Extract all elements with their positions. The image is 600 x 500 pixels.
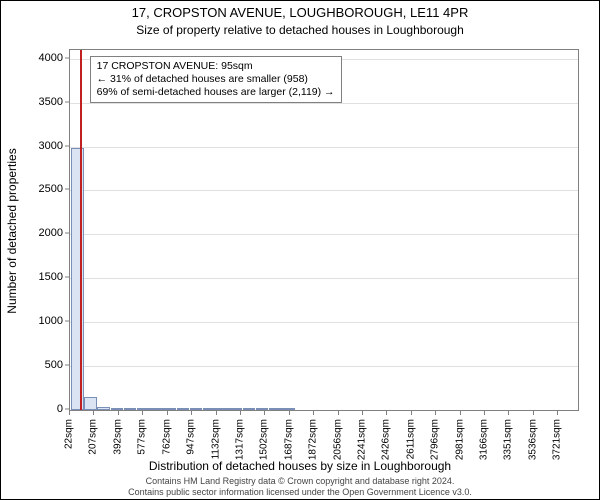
footer-attribution: Contains HM Land Registry data © Crown c… xyxy=(1,476,599,497)
property-marker-line xyxy=(80,50,82,410)
histogram-bar xyxy=(229,408,242,410)
y-tick-label: 500 xyxy=(23,359,63,371)
x-tick-label: 762sqm xyxy=(161,419,172,455)
x-tick-mark xyxy=(533,411,534,415)
gridline xyxy=(70,234,578,235)
x-tick-mark xyxy=(338,411,339,415)
x-tick-label: 1687sqm xyxy=(283,419,294,460)
histogram-bar xyxy=(203,408,216,410)
x-tick-mark xyxy=(435,411,436,415)
y-tick-mark xyxy=(65,101,69,102)
x-tick-label: 3536sqm xyxy=(527,419,538,460)
x-tick-label: 2611sqm xyxy=(405,419,416,459)
annotation-line1: 17 CROPSTON AVENUE: 95sqm xyxy=(97,60,335,73)
histogram-bar xyxy=(282,408,295,410)
y-tick-mark xyxy=(65,145,69,146)
chart-title-line1: 17, CROPSTON AVENUE, LOUGHBOROUGH, LE11 … xyxy=(1,5,599,20)
y-tick-mark xyxy=(65,233,69,234)
x-tick-label: 2426sqm xyxy=(381,419,392,460)
x-tick-mark xyxy=(118,411,119,415)
footer-line2: Contains public sector information licen… xyxy=(1,487,599,497)
y-tick-mark xyxy=(65,57,69,58)
x-tick-mark xyxy=(508,411,509,415)
histogram-bar xyxy=(71,148,84,410)
histogram-bar xyxy=(190,408,203,410)
x-tick-mark xyxy=(93,411,94,415)
annotation-line2: ← 31% of detached houses are smaller (95… xyxy=(97,73,335,86)
x-tick-label: 947sqm xyxy=(186,419,197,455)
histogram-bar xyxy=(216,408,229,410)
x-tick-mark xyxy=(240,411,241,415)
histogram-bar xyxy=(97,407,110,410)
histogram-bar xyxy=(269,408,282,410)
x-tick-mark xyxy=(386,411,387,415)
y-tick-label: 0 xyxy=(23,403,63,415)
x-tick-mark xyxy=(313,411,314,415)
y-tick-mark xyxy=(65,365,69,366)
x-tick-label: 577sqm xyxy=(137,419,148,455)
x-axis-label: Distribution of detached houses by size … xyxy=(1,459,599,473)
footer-line1: Contains HM Land Registry data © Crown c… xyxy=(1,476,599,486)
x-tick-label: 392sqm xyxy=(112,419,123,455)
histogram-bar xyxy=(150,408,163,410)
y-tick-label: 1000 xyxy=(23,315,63,327)
x-tick-label: 1132sqm xyxy=(210,419,221,459)
x-tick-label: 2241sqm xyxy=(356,419,367,460)
gridline xyxy=(70,147,578,148)
histogram-bar xyxy=(177,408,190,410)
y-tick-label: 2500 xyxy=(23,183,63,195)
x-tick-label: 1502sqm xyxy=(259,419,270,460)
x-tick-mark xyxy=(484,411,485,415)
y-tick-mark xyxy=(65,321,69,322)
x-tick-mark xyxy=(264,411,265,415)
y-tick-label: 3500 xyxy=(23,96,63,108)
x-tick-mark xyxy=(557,411,558,415)
x-tick-label: 2056sqm xyxy=(332,419,343,460)
gridline xyxy=(70,190,578,191)
x-tick-mark xyxy=(460,411,461,415)
y-tick-mark xyxy=(65,277,69,278)
x-tick-label: 2981sqm xyxy=(454,419,465,460)
y-tick-label: 4000 xyxy=(23,52,63,64)
y-tick-label: 1500 xyxy=(23,271,63,283)
chart-title-line2: Size of property relative to detached ho… xyxy=(1,23,599,37)
x-tick-label: 22sqm xyxy=(64,419,75,449)
x-tick-label: 3721sqm xyxy=(552,419,563,460)
histogram-bar xyxy=(111,408,124,410)
histogram-bar xyxy=(256,408,269,410)
annotation-box: 17 CROPSTON AVENUE: 95sqm ← 31% of detac… xyxy=(90,56,342,103)
gridline xyxy=(70,278,578,279)
x-tick-mark xyxy=(142,411,143,415)
x-tick-mark xyxy=(191,411,192,415)
x-tick-mark xyxy=(69,411,70,415)
gridline xyxy=(70,322,578,323)
y-tick-label: 3000 xyxy=(23,140,63,152)
x-tick-mark xyxy=(411,411,412,415)
x-tick-mark xyxy=(216,411,217,415)
histogram-bar xyxy=(163,408,176,410)
y-axis-label: Number of detached properties xyxy=(5,148,19,313)
figure-container: 17, CROPSTON AVENUE, LOUGHBOROUGH, LE11 … xyxy=(0,0,600,500)
y-tick-mark xyxy=(65,409,69,410)
x-tick-label: 3166sqm xyxy=(479,419,490,460)
x-tick-label: 1317sqm xyxy=(234,419,245,460)
y-tick-mark xyxy=(65,189,69,190)
annotation-line3: 69% of semi-detached houses are larger (… xyxy=(97,86,335,99)
histogram-bar xyxy=(243,408,256,410)
histogram-bar xyxy=(124,408,137,410)
histogram-bar xyxy=(137,408,150,410)
x-tick-label: 3351sqm xyxy=(503,419,514,460)
histogram-bar xyxy=(84,397,97,410)
x-tick-label: 2796sqm xyxy=(430,419,441,460)
y-tick-label: 2000 xyxy=(23,227,63,239)
gridline xyxy=(70,366,578,367)
x-tick-mark xyxy=(167,411,168,415)
x-tick-mark xyxy=(362,411,363,415)
x-tick-label: 207sqm xyxy=(88,419,99,455)
x-tick-mark xyxy=(289,411,290,415)
x-tick-label: 1872sqm xyxy=(308,419,319,460)
plot-area: 17 CROPSTON AVENUE: 95sqm ← 31% of detac… xyxy=(69,49,579,411)
